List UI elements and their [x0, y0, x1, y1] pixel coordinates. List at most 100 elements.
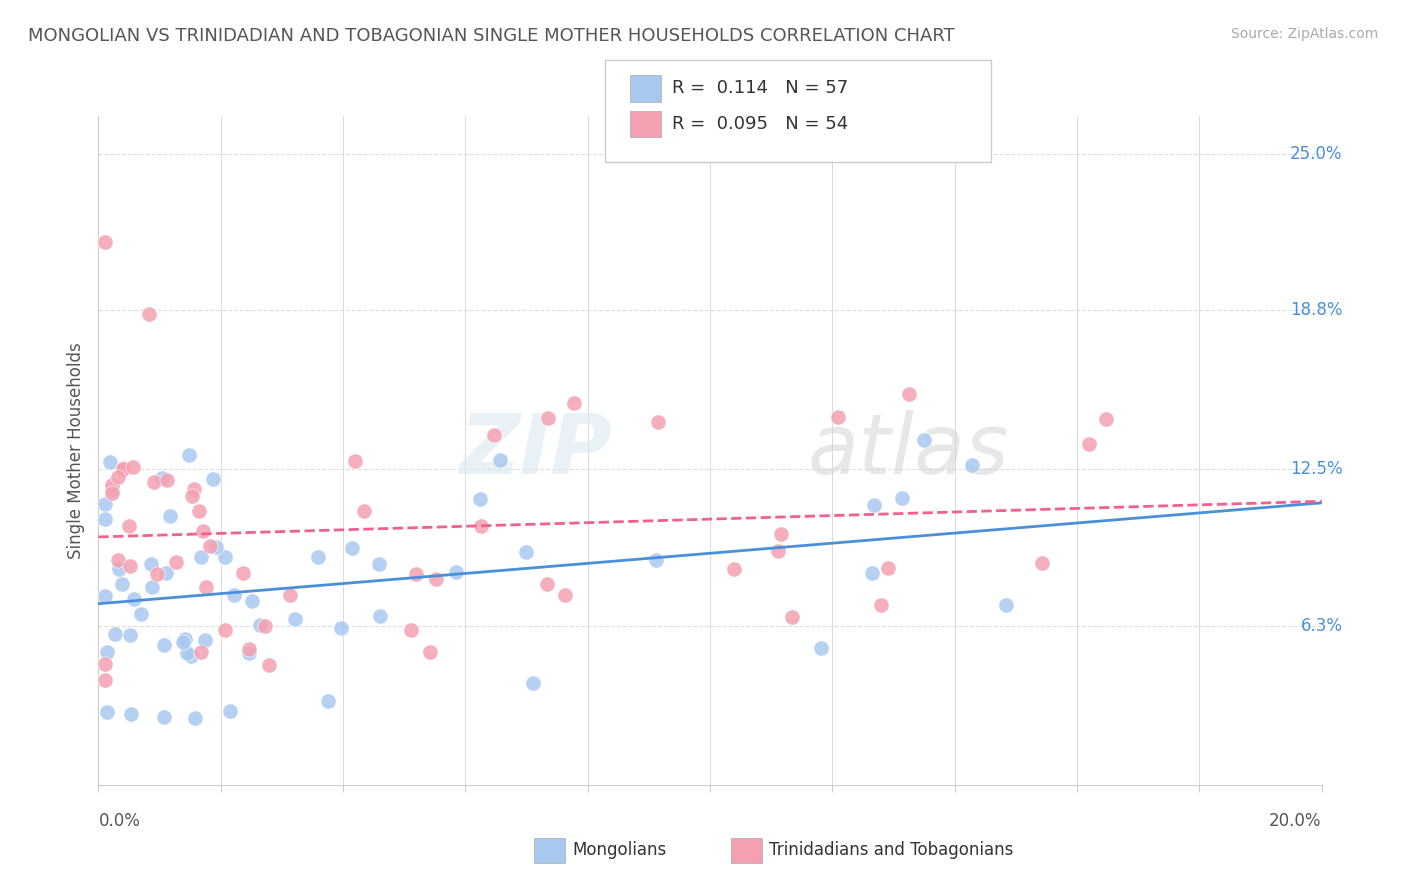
- Point: [470, 518, 492, 533]
- Point: [98, 454, 121, 468]
- Point: [862, 498, 884, 512]
- Point: [117, 519, 139, 533]
- Point: [240, 593, 263, 607]
- Point: [468, 491, 491, 506]
- Point: [344, 454, 367, 468]
- Point: [860, 566, 883, 581]
- Point: [107, 562, 129, 576]
- Text: R =  0.114   N = 57: R = 0.114 N = 57: [672, 79, 848, 97]
- Point: [190, 645, 212, 659]
- Point: [202, 472, 225, 486]
- Point: [766, 543, 789, 558]
- Point: [340, 541, 363, 555]
- Point: [769, 526, 792, 541]
- Point: [425, 572, 447, 586]
- Point: [188, 503, 211, 517]
- Point: [554, 589, 576, 603]
- Point: [93, 590, 115, 604]
- Point: [723, 562, 745, 576]
- Point: [489, 452, 512, 467]
- Point: [174, 632, 197, 646]
- Point: [138, 307, 160, 321]
- Point: [232, 566, 254, 581]
- Point: [129, 607, 152, 622]
- Point: [180, 648, 202, 663]
- Point: [156, 474, 179, 488]
- Point: [172, 635, 194, 649]
- Point: [122, 460, 145, 475]
- Point: [101, 483, 124, 497]
- Point: [122, 592, 145, 607]
- Point: [93, 498, 115, 512]
- Point: [159, 508, 181, 523]
- Point: [368, 557, 391, 571]
- Point: [111, 577, 134, 591]
- Point: [870, 598, 893, 612]
- Point: [198, 539, 221, 553]
- Point: [810, 640, 832, 655]
- Point: [218, 704, 240, 718]
- Point: [995, 598, 1018, 612]
- Point: [118, 559, 141, 574]
- Point: [522, 676, 544, 690]
- Point: [143, 475, 166, 490]
- Point: [120, 628, 142, 642]
- Point: [482, 427, 505, 442]
- Point: [120, 706, 142, 721]
- Text: 0.0%: 0.0%: [98, 812, 141, 830]
- Point: [141, 580, 163, 594]
- Point: [249, 618, 271, 632]
- Point: [193, 632, 215, 647]
- Point: [96, 705, 118, 719]
- Text: 20.0%: 20.0%: [1270, 812, 1322, 830]
- Point: [307, 549, 329, 564]
- Point: [222, 588, 245, 602]
- Point: [562, 396, 585, 410]
- Text: ZIP: ZIP: [460, 410, 612, 491]
- Text: 18.8%: 18.8%: [1291, 301, 1343, 319]
- Point: [368, 609, 391, 624]
- Point: [176, 646, 198, 660]
- Point: [1031, 557, 1053, 571]
- Point: [897, 387, 920, 401]
- Point: [94, 235, 117, 249]
- Point: [93, 512, 115, 526]
- Point: [111, 461, 134, 475]
- Point: [444, 565, 467, 579]
- Point: [139, 557, 162, 571]
- Text: Trinidadians and Tobagonians: Trinidadians and Tobagonians: [769, 841, 1014, 859]
- Point: [912, 433, 935, 447]
- Point: [536, 577, 558, 591]
- Point: [405, 566, 427, 581]
- Point: [214, 549, 236, 564]
- Text: atlas: atlas: [808, 410, 1010, 491]
- Point: [155, 566, 177, 581]
- Point: [153, 638, 176, 652]
- Point: [183, 482, 205, 496]
- Point: [190, 549, 212, 564]
- Point: [280, 588, 302, 602]
- Text: 12.5%: 12.5%: [1291, 460, 1343, 478]
- Point: [257, 658, 280, 673]
- Text: MONGOLIAN VS TRINIDADIAN AND TOBAGONIAN SINGLE MOTHER HOUSEHOLDS CORRELATION CHA: MONGOLIAN VS TRINIDADIAN AND TOBAGONIAN …: [28, 27, 955, 45]
- Point: [146, 567, 169, 582]
- Point: [180, 489, 202, 503]
- Text: 25.0%: 25.0%: [1291, 145, 1343, 163]
- Point: [238, 646, 260, 660]
- Point: [104, 626, 127, 640]
- Text: 6.3%: 6.3%: [1301, 617, 1343, 635]
- Point: [194, 580, 217, 594]
- Point: [515, 545, 537, 559]
- Point: [96, 645, 118, 659]
- Point: [827, 409, 849, 424]
- Point: [238, 641, 260, 656]
- Point: [399, 623, 422, 637]
- Point: [284, 611, 307, 625]
- Point: [191, 524, 214, 538]
- Point: [1078, 436, 1101, 450]
- Point: [353, 504, 375, 518]
- Point: [177, 448, 200, 462]
- Point: [93, 657, 115, 671]
- Text: R =  0.095   N = 54: R = 0.095 N = 54: [672, 115, 848, 133]
- Point: [329, 621, 352, 635]
